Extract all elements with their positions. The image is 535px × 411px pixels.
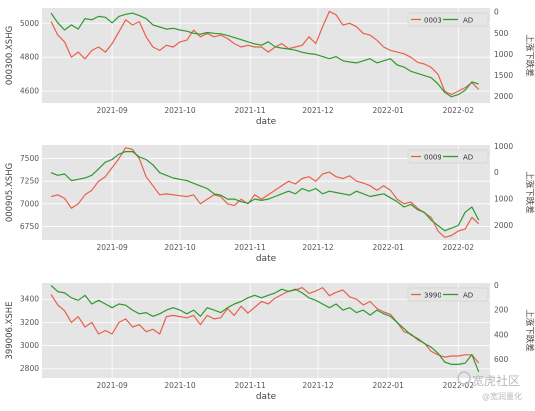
series-line-index: [50, 10, 480, 96]
y-tick-label: 6750: [20, 222, 39, 231]
x-tick-label: 2021-11: [234, 243, 266, 252]
legend-label-ad: AD: [463, 291, 473, 299]
chart-panel-3: 2800 3000 3200 3400 0 200 400 600 2021-09 2021-10…: [5, 281, 535, 402]
watermark-logo-icon: [457, 371, 471, 385]
y-axis-label: 399006.XSHE: [5, 301, 15, 359]
y2-tick-label: 600: [494, 355, 509, 364]
x-axis-label: date: [256, 254, 277, 264]
y-axis-label: 000905.XSHG: [5, 163, 15, 222]
x-tick-label: 2022-01: [373, 243, 405, 252]
x-tick-label: 2022-02: [443, 106, 475, 115]
legend-overlap-mask: [441, 152, 486, 161]
y2-tick-label: 1000: [494, 50, 513, 59]
x-axis-label: date: [256, 117, 277, 127]
y-tick-label: 5000: [20, 19, 39, 28]
series-line-ad: [50, 285, 480, 373]
y-tick-label: 4800: [20, 53, 39, 62]
y2-tick-label: 0: [494, 281, 499, 290]
x-tick-label: 2022-01: [373, 106, 405, 115]
x-axis-label: date: [256, 392, 277, 402]
x-tick-label: 2021-10: [164, 381, 196, 390]
y-tick-label: 7000: [20, 199, 39, 208]
y-tick-label: 7500: [20, 154, 39, 163]
y2-axis-label: 上涨下跌差: [524, 309, 535, 352]
watermark-main: 宽虎社区: [472, 374, 521, 388]
y2-axis-label: 上涨下跌差: [524, 171, 535, 214]
y2-tick-label: 500: [494, 29, 509, 38]
y2-tick-label: 200: [494, 306, 509, 315]
x-tick-label: 2021-09: [96, 381, 128, 390]
x-tick-label: 2021-11: [234, 106, 266, 115]
legend-label-ad: AD: [463, 16, 473, 24]
y2-tick-label: 0: [494, 8, 499, 17]
y2-tick-label: 2000: [494, 221, 513, 230]
series-line-ad: [50, 12, 479, 98]
legend-label-ad: AD: [463, 153, 473, 161]
y-tick-label: 7250: [20, 177, 39, 186]
x-tick-label: 2021-10: [164, 106, 196, 115]
y-tick-label: 4600: [20, 87, 39, 96]
x-tick-label: 2021-12: [302, 381, 334, 390]
y2-axis-label: 上涨下跌差: [524, 34, 535, 77]
x-tick-label: 2021-12: [302, 243, 334, 252]
x-tick-label: 2021-09: [96, 106, 128, 115]
x-tick-label: 2021-12: [302, 106, 334, 115]
y-tick-label: 3000: [20, 341, 39, 350]
series-line-index: [50, 287, 480, 364]
chart-panel-1: 4600 4800 5000 0 500 1000 1500 2000 2021-09 2021-…: [5, 8, 535, 127]
y2-tick-label: 1000: [494, 142, 513, 151]
y2-tick-label: 1500: [494, 71, 513, 80]
x-tick-label: 2022-02: [443, 381, 475, 390]
series-line-ad: [50, 151, 480, 232]
legend-overlap-mask: [441, 290, 486, 299]
legend-overlap-mask: [441, 15, 486, 24]
x-tick-label: 2022-02: [443, 243, 475, 252]
x-tick-label: 2022-01: [373, 381, 405, 390]
x-tick-label: 2021-11: [234, 381, 266, 390]
y-tick-label: 3400: [20, 295, 39, 304]
y-tick-label: 3200: [20, 318, 39, 327]
y-axis-label: 000300.XSHG: [5, 26, 15, 85]
y2-tick-label: 2000: [494, 92, 513, 101]
y2-tick-label: 400: [494, 330, 509, 339]
y-tick-label: 2800: [20, 364, 39, 373]
y2-tick-label: 0: [494, 168, 499, 177]
x-tick-label: 2021-10: [164, 243, 196, 252]
y2-tick-label: 1000: [494, 195, 513, 204]
chart-panel-2: 6750 7000 7250 7500 1000 0 1000 2000 2021-09 2021…: [5, 142, 535, 264]
x-tick-label: 2021-09: [96, 243, 128, 252]
watermark-sub: @宽润量化: [482, 392, 522, 401]
